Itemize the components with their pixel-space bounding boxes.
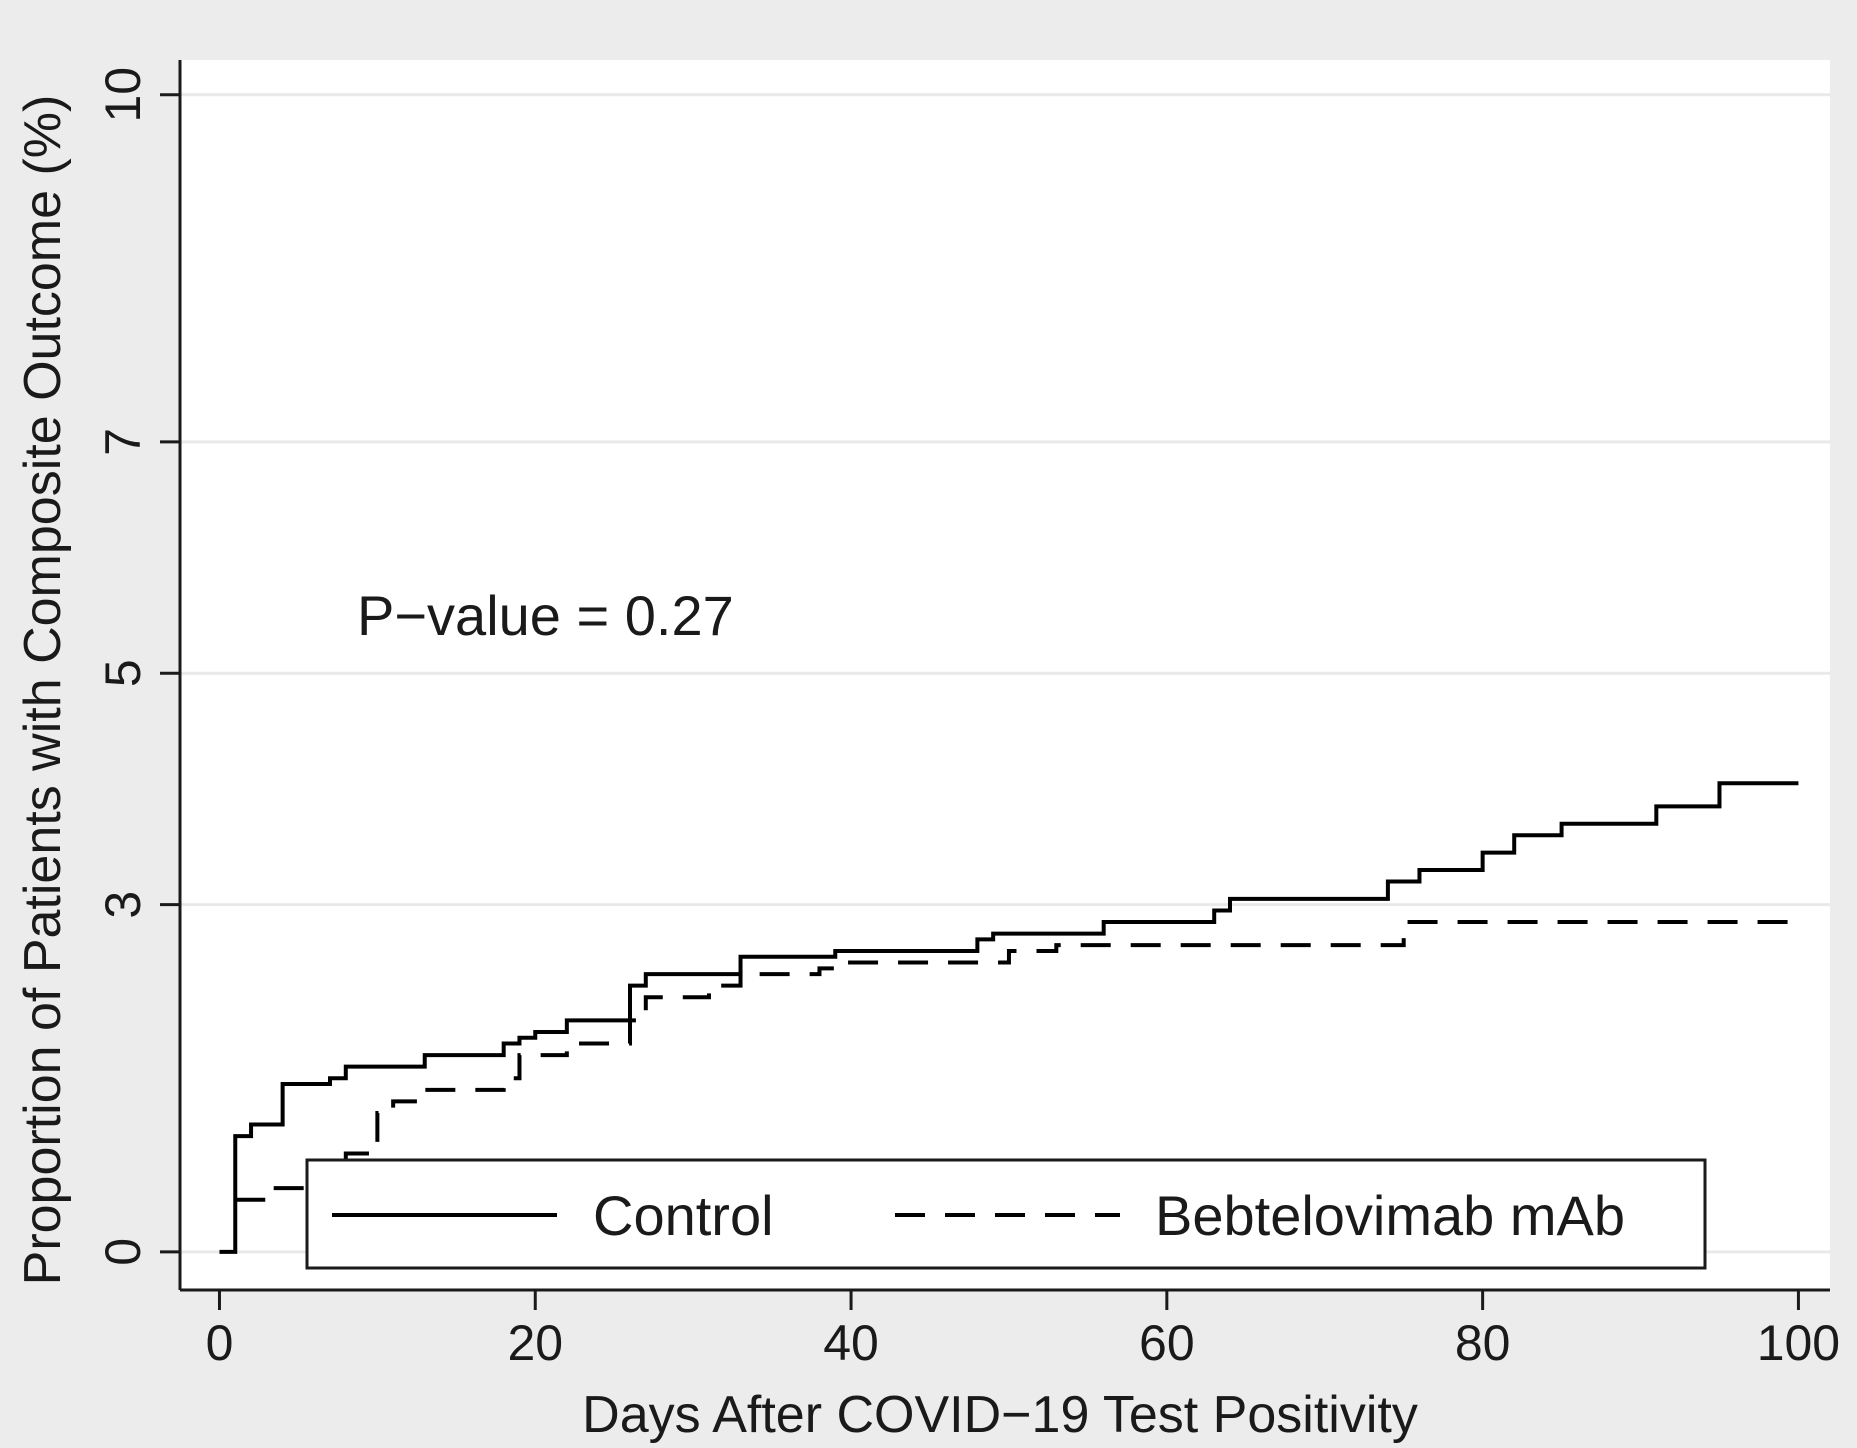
x-axis-ticks: 0 20 40 60 80 100	[206, 1290, 1840, 1371]
y-tick-label-4: 10	[95, 67, 151, 123]
y-tick-label-1: 3	[95, 891, 151, 919]
series-lines	[219, 781, 1799, 1254]
y-tick-label-2: 5	[95, 659, 151, 687]
x-tick-label-2: 40	[823, 1315, 879, 1371]
series-line-control	[219, 781, 1799, 1254]
x-tick-label-5: 100	[1757, 1315, 1840, 1371]
y-axis-title: Proportion of Patients with Composite Ou…	[14, 95, 72, 1286]
series-line-bebtelovimab	[235, 920, 1799, 1202]
y-axis-ticks: 0 3 5 7 10	[95, 67, 180, 1266]
y-tick-label-3: 7	[95, 428, 151, 456]
x-tick-label-3: 60	[1139, 1315, 1195, 1371]
x-tick-label-1: 20	[507, 1315, 563, 1371]
x-tick-label-4: 80	[1455, 1315, 1511, 1371]
legend-label-bebtelovimab: Bebtelovimab mAb	[1155, 1184, 1625, 1247]
axes	[178, 60, 1830, 1292]
x-tick-label-0: 0	[206, 1315, 234, 1371]
p-value-annotation: P−value = 0.27	[357, 584, 734, 647]
x-axis-title: Days After COVID−19 Test Positivity	[582, 1386, 1418, 1444]
y-tick-label-0: 0	[95, 1238, 151, 1266]
legend: Control Bebtelovimab mAb	[305, 1158, 1707, 1270]
plot-area	[180, 60, 1830, 1290]
legend-label-control: Control	[593, 1184, 774, 1247]
